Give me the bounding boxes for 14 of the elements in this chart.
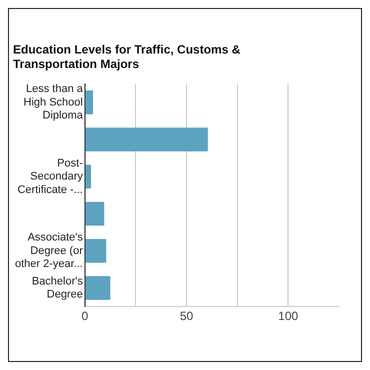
bar bbox=[85, 128, 208, 152]
bar bbox=[85, 90, 93, 114]
x-tick-label: 100 bbox=[278, 309, 299, 324]
y-tick-label: Bachelor's Degree bbox=[32, 275, 84, 301]
chart-title: Education Levels for Traffic, Customs & Transportation Majors bbox=[13, 42, 241, 71]
bar bbox=[85, 202, 104, 226]
bar bbox=[85, 276, 110, 300]
x-tick-label: 50 bbox=[180, 309, 194, 324]
bar bbox=[85, 239, 106, 263]
y-tick-label: Less than a High School Diploma bbox=[24, 83, 84, 122]
x-tick-label: 0 bbox=[82, 309, 89, 324]
y-tick-label: Post-Secondary Certificate -... bbox=[17, 157, 84, 196]
y-tick-label: Associate's Degree (or other 2-year... bbox=[14, 232, 84, 270]
bar bbox=[85, 164, 91, 189]
